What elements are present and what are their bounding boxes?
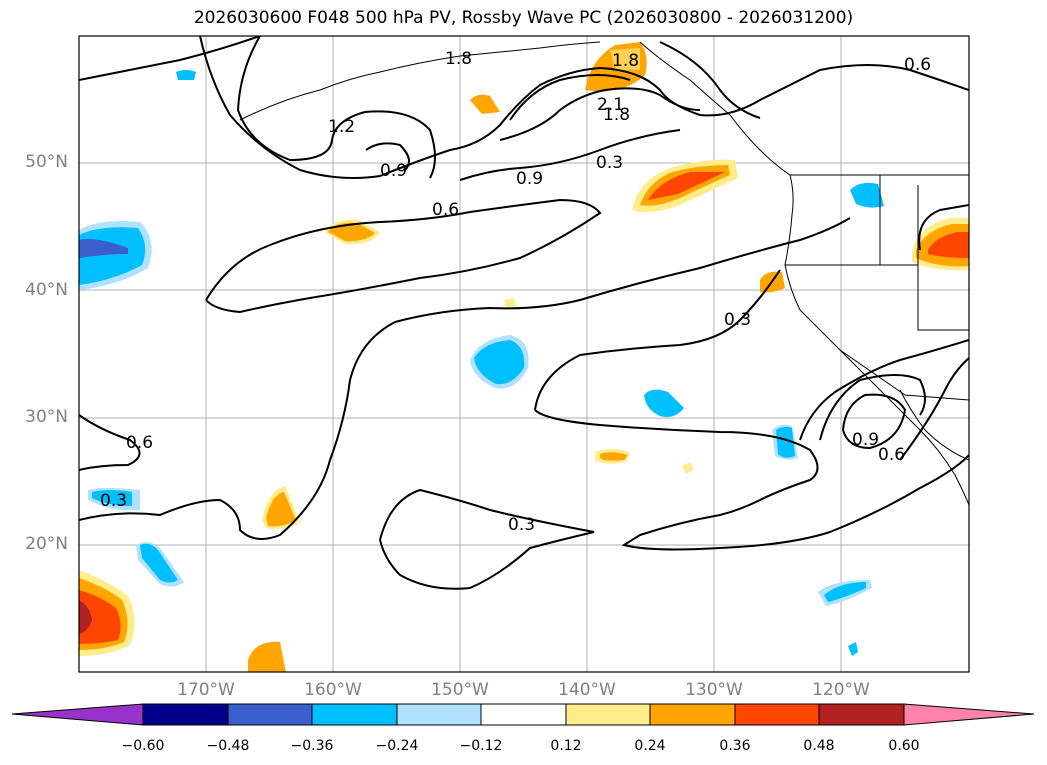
colorbar-segment (142, 703, 229, 726)
colorbar-segment (396, 703, 482, 726)
colorbar-segment (734, 703, 820, 726)
lat-label: 30°N (25, 407, 68, 427)
contour-label: 1.8 (612, 51, 639, 71)
contour-label: 1.8 (603, 105, 630, 125)
contour-label: 0.9 (516, 169, 543, 189)
colorbar-tick-label: 0.12 (550, 738, 582, 754)
colorbar-tick-label: −0.12 (459, 738, 503, 754)
contour-label: 1.8 (445, 49, 472, 69)
colorbar-tick-label: −0.48 (206, 738, 250, 754)
contour-label: 0.6 (878, 445, 905, 465)
coastlines (239, 41, 969, 506)
map-frame (78, 35, 970, 673)
contour-label: 2.1 (597, 95, 624, 115)
colorbar-segment (649, 703, 736, 726)
lon-label: 120°W (812, 680, 870, 700)
colorbar-segment (227, 703, 313, 726)
lat-label: 20°N (25, 534, 68, 554)
lon-label: 130°W (685, 680, 743, 700)
lon-label: 170°W (177, 680, 235, 700)
contour-label: 0.6 (126, 433, 153, 453)
colorbar-tick-label: 0.60 (888, 738, 920, 754)
colorbar-segment (903, 703, 1035, 726)
contour-label: 0.9 (380, 161, 407, 181)
colorbar-segment (11, 703, 144, 726)
gridlines (79, 36, 969, 672)
contour-label: 0.3 (508, 515, 535, 535)
colorbar-segment (480, 703, 567, 726)
contour-label: 1.2 (328, 117, 355, 137)
lon-label: 140°W (558, 680, 616, 700)
contour-label: 0.6 (904, 55, 931, 75)
colorbar-tick-label: −0.24 (375, 738, 419, 754)
colorbar-segment (818, 703, 905, 726)
colorbar-tick-label: −0.60 (121, 738, 165, 754)
colorbar-segment (311, 703, 398, 726)
contour-label: 0.3 (596, 153, 623, 173)
contour-label: 0.3 (100, 491, 127, 511)
lon-label: 160°W (304, 680, 362, 700)
colorbar-tick-label: 0.48 (803, 738, 835, 754)
contour-label: 0.6 (432, 200, 459, 220)
colorbar-tick-label: 0.24 (634, 738, 666, 754)
pv-anomaly-fills (79, 42, 969, 672)
map-title: 2026030600 F048 500 hPa PV, Rossby Wave … (193, 8, 854, 28)
lat-label: 50°N (25, 152, 68, 172)
colorbar-segment (565, 703, 651, 726)
lon-label: 150°W (431, 680, 489, 700)
contour-label: 0.3 (724, 310, 751, 330)
colorbar (11, 703, 1035, 726)
pv-contours (79, 36, 969, 590)
colorbar-tick-label: 0.36 (719, 738, 751, 754)
contour-labels: 1.8 1.8 2.1 1.8 1.2 0.9 0.9 0.3 0.6 0.6 … (100, 49, 931, 535)
contour-label: 0.9 (852, 430, 879, 450)
colorbar-tick-label: −0.36 (290, 738, 334, 754)
lat-label: 40°N (25, 280, 68, 300)
